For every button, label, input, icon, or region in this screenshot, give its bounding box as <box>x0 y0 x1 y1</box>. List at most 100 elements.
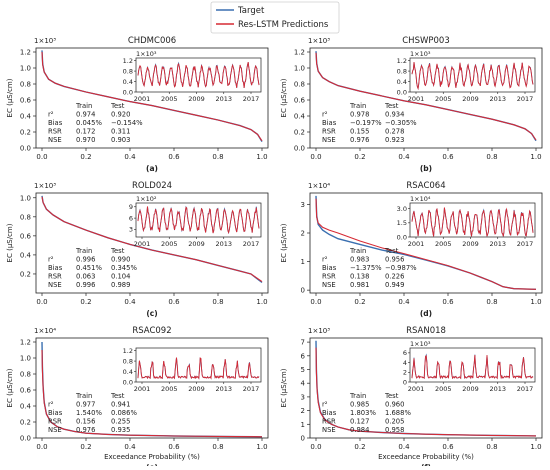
y-axis-label: EC (µS/cm) <box>6 368 14 407</box>
x-tick-label: 0.8 <box>486 298 497 306</box>
inset-x-tick-label: 2013 <box>489 385 506 393</box>
inset-x-tick-label: 2017 <box>517 95 534 103</box>
inset-y-tick-label: 0.8 <box>123 357 133 365</box>
prediction-curve <box>41 196 263 283</box>
y-tick-label: 0.8 <box>20 213 31 221</box>
stats-train-value: 0.984 <box>350 426 369 434</box>
inset-x-tick-label: 2001 <box>134 385 151 393</box>
inset-x-tick-label: 2009 <box>462 385 479 393</box>
inset-y-tick-label: 0.8 <box>397 67 407 75</box>
stats-test-value: 0.958 <box>385 426 404 434</box>
inset-y-tick-label: 4 <box>403 359 407 367</box>
y-tick-label: 6 <box>301 352 306 360</box>
y-tick-label: 5 <box>301 366 305 374</box>
stats-train-value: 0.981 <box>350 281 369 289</box>
inset-timeseries: 1×10² 3 6 9 2001 2005 2009 2013 2017 <box>129 195 262 248</box>
x-tick-label: 0.4 <box>398 153 410 161</box>
y-tick-label: 0 <box>301 287 305 295</box>
axis-exponent: 1×10³ <box>34 182 56 190</box>
x-tick-label: 0.6 <box>442 153 454 161</box>
x-tick-label: 0.6 <box>168 153 180 161</box>
stats-row-label: Bias <box>48 264 63 272</box>
inset-y-tick-label: 3 <box>129 226 133 234</box>
stats-train-value: 0.451% <box>76 264 102 272</box>
stats-test-header: Test <box>384 392 399 400</box>
stats-test-value: 0.345% <box>111 264 137 272</box>
x-axis-label: Exceedance Probability (%) <box>378 453 474 461</box>
inset-timeseries: 1×10⁴ 0.0 1.5 3.0 2001 2005 2009 2013 2017 <box>397 195 536 248</box>
inset-x-tick-label: 2017 <box>517 385 534 393</box>
inset-y-tick-label: 2 <box>403 369 407 377</box>
y-tick-label: 1.0 <box>294 65 305 73</box>
inset-y-tick-label: 6 <box>129 214 133 222</box>
inset-x-tick-label: 2001 <box>408 240 425 248</box>
x-tick-label: 0.8 <box>212 153 223 161</box>
y-tick-label: 0.4 <box>20 403 32 411</box>
inset-y-tick-label: 6 <box>403 349 407 357</box>
x-tick-label: 0.0 <box>36 443 47 451</box>
legend-box <box>210 1 340 34</box>
stats-test-value: 0.255 <box>111 418 130 426</box>
stats-test-value: 0.935 <box>111 426 130 434</box>
inset-x-tick-label: 2001 <box>408 385 425 393</box>
stats-row-label: r² <box>48 256 54 264</box>
stats-train-header: Train <box>75 247 92 255</box>
x-tick-label: 0.2 <box>80 443 91 451</box>
inset-y-tick-label: 0.4 <box>123 368 133 376</box>
stats-test-value: 0.226 <box>385 273 404 281</box>
inset-prediction-line <box>411 354 534 380</box>
stats-train-header: Train <box>349 392 366 400</box>
stats-train-header: Train <box>349 102 366 110</box>
stats-train-value: 0.977 <box>76 401 95 409</box>
inset-y-tick-label: 1.2 <box>123 347 133 355</box>
y-axis-label: EC (µS/cm) <box>280 78 288 117</box>
panel-title: CHDMC006 <box>128 36 176 46</box>
panel-title: RSAC064 <box>406 181 445 191</box>
inset-x-tick-label: 2001 <box>134 95 151 103</box>
y-tick-label: 0.6 <box>294 97 306 105</box>
stats-test-value: 0.205 <box>385 418 404 426</box>
inset-x-tick-label: 2005 <box>161 385 178 393</box>
y-tick-label: 2 <box>301 230 305 238</box>
stats-row-label: r² <box>322 111 328 119</box>
stats-train-value: −0.197% <box>350 119 382 127</box>
stats-row-label: Bias <box>48 119 63 127</box>
stats-test-value: 0.941 <box>111 401 130 409</box>
stats-train-value: −1.375% <box>350 264 382 272</box>
y-tick-label: 3 <box>301 393 305 401</box>
inset-timeseries: 1×10³ 02 4 6 2001 2005 2009 2013 2017 <box>403 340 536 393</box>
x-tick-label: 0.4 <box>398 443 410 451</box>
x-tick-label: 0.2 <box>354 298 365 306</box>
inset-exponent: 1×10⁴ <box>410 195 431 203</box>
plot-frame <box>309 337 543 439</box>
stats-test-value: 0.278 <box>385 128 404 136</box>
inset-timeseries: 0.0 0.4 0.8 1.2 2001 2005 2009 2013 2017 <box>123 347 262 393</box>
stats-test-value: −0.987% <box>385 264 417 272</box>
x-tick-label: 0.4 <box>124 153 136 161</box>
stats-test-value: −0.154% <box>111 119 143 127</box>
inset-exponent: 1×10³ <box>136 50 157 58</box>
x-tick-label: 0.0 <box>310 443 321 451</box>
y-tick-label: 0.2 <box>20 129 31 137</box>
y-tick-label: 0.2 <box>20 419 31 427</box>
x-tick-label: 0.2 <box>354 153 365 161</box>
y-tick-label: 0.2 <box>294 129 305 137</box>
stats-test-value: 0.311 <box>111 128 130 136</box>
stats-row-label: RSR <box>48 418 62 426</box>
stats-train-header: Train <box>75 102 92 110</box>
inset-x-tick-label: 2009 <box>188 240 205 248</box>
inset-x-tick-label: 2013 <box>215 385 232 393</box>
inset-y-tick-label: 1.5 <box>397 219 407 227</box>
stats-row-label: NSE <box>48 426 62 434</box>
stats-train-value: 0.983 <box>350 256 369 264</box>
inset-x-tick-label: 2017 <box>243 95 260 103</box>
inset-y-tick-label: 0.0 <box>397 88 407 96</box>
prediction-curve <box>41 51 263 142</box>
x-tick-label: 1.0 <box>530 298 541 306</box>
inset-x-tick-label: 2017 <box>517 240 534 248</box>
stats-row-label: r² <box>48 401 54 409</box>
stats-train-value: 0.970 <box>76 136 95 144</box>
panel-title: RSAC092 <box>132 326 171 336</box>
plot-frame <box>309 47 543 149</box>
